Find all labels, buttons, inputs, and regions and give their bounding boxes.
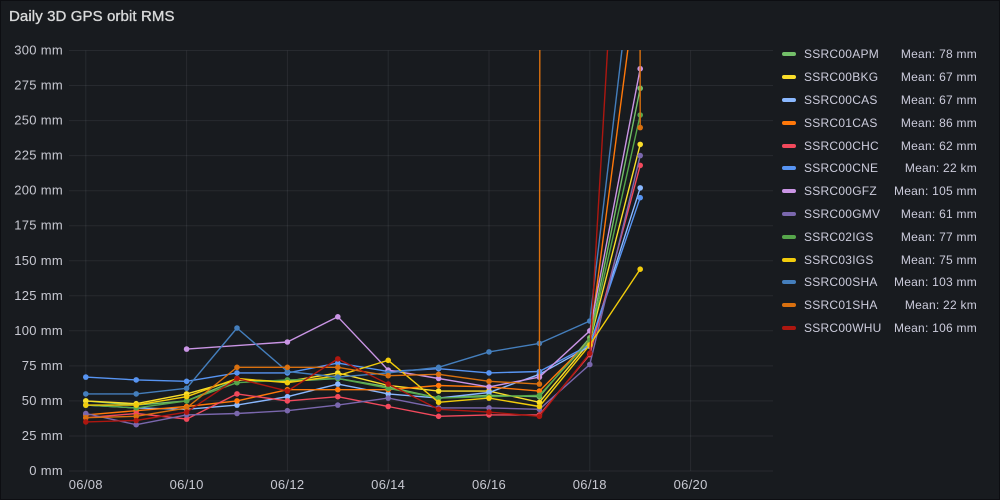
svg-text:75 mm: 75 mm xyxy=(22,358,63,373)
svg-text:275 mm: 275 mm xyxy=(14,78,63,93)
svg-text:06/14: 06/14 xyxy=(371,477,405,492)
svg-text:50 mm: 50 mm xyxy=(22,393,63,408)
svg-text:250 mm: 250 mm xyxy=(14,113,63,128)
svg-text:06/08: 06/08 xyxy=(69,477,103,492)
svg-text:125 mm: 125 mm xyxy=(14,288,63,303)
svg-text:06/16: 06/16 xyxy=(472,477,506,492)
svg-text:06/20: 06/20 xyxy=(674,477,708,492)
svg-text:150 mm: 150 mm xyxy=(14,253,63,268)
svg-text:06/10: 06/10 xyxy=(170,477,204,492)
svg-text:300 mm: 300 mm xyxy=(14,43,63,58)
svg-text:175 mm: 175 mm xyxy=(14,218,63,233)
svg-text:200 mm: 200 mm xyxy=(14,183,63,198)
svg-text:06/12: 06/12 xyxy=(270,477,304,492)
svg-text:25 mm: 25 mm xyxy=(22,428,63,443)
svg-text:100 mm: 100 mm xyxy=(14,323,63,338)
svg-text:06/18: 06/18 xyxy=(573,477,607,492)
svg-text:225 mm: 225 mm xyxy=(14,148,63,163)
svg-text:0 mm: 0 mm xyxy=(29,463,63,478)
